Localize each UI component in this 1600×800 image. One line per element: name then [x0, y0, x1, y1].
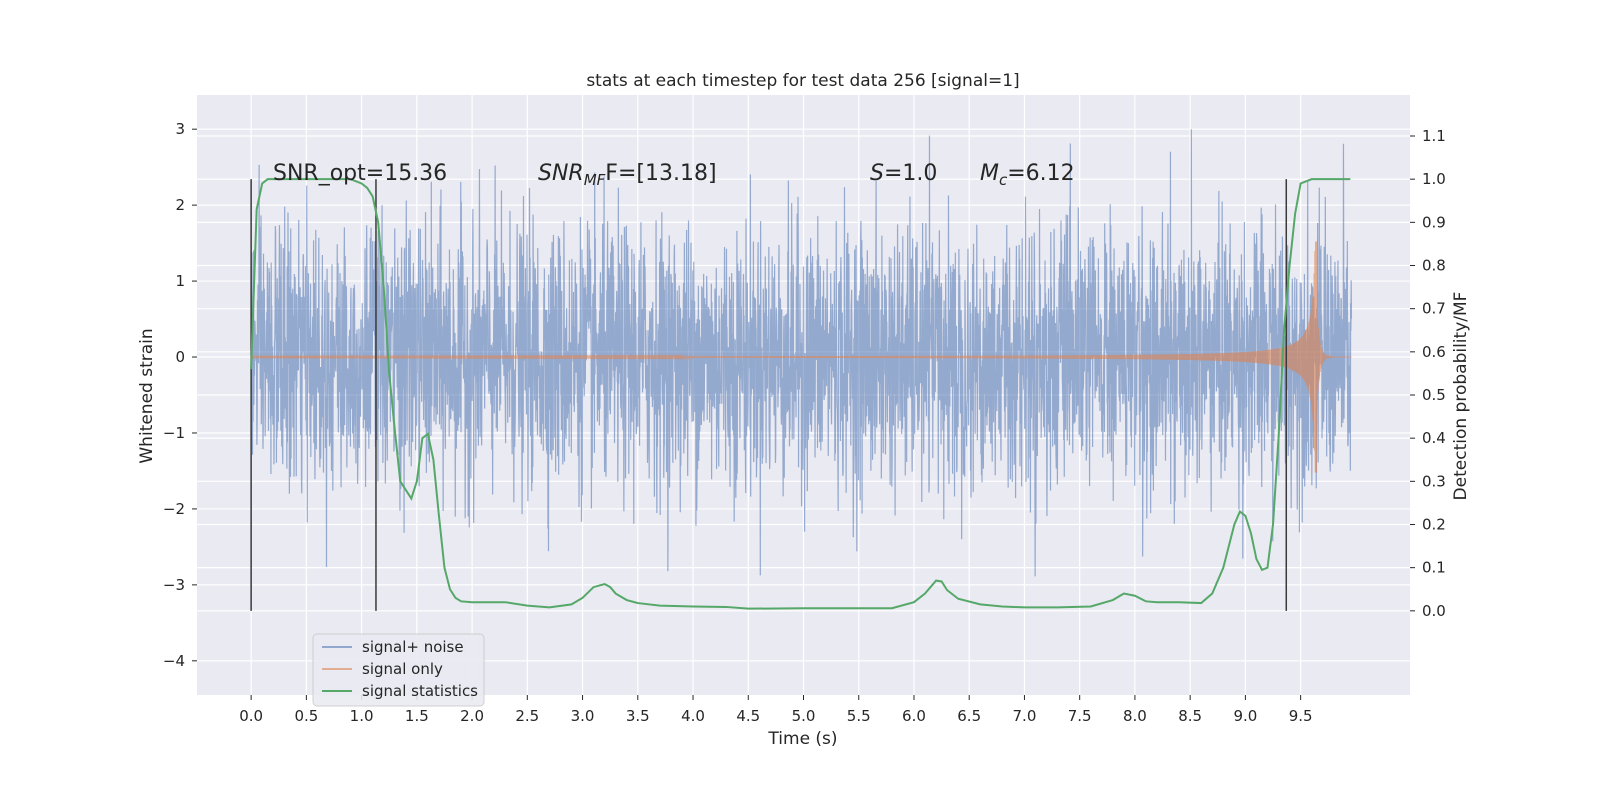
y2-tick-label: 1.0	[1422, 170, 1446, 188]
x-tick-label: 1.0	[350, 707, 374, 725]
y2-axis-label: Detection probability/MF	[1451, 292, 1471, 501]
y2-tick-label: 0.6	[1422, 343, 1446, 361]
x-tick-label: 9.5	[1289, 707, 1313, 725]
y-tick-label: −1	[163, 424, 185, 442]
x-tick-label: 5.5	[847, 707, 871, 725]
snr-mf-suffix: F=[13.18]	[605, 161, 716, 186]
noise-line	[250, 129, 1353, 577]
series-signal-only	[250, 241, 1352, 473]
y2-tick-label: 0.4	[1422, 429, 1446, 447]
legend-label-signal-only: signal only	[362, 660, 443, 678]
x-tick-label: 7.0	[1013, 707, 1037, 725]
legend-label-signal-statistics: signal statistics	[362, 682, 478, 700]
annotation-s: S=1.0	[870, 161, 937, 186]
y2-tick-label: 0.3	[1422, 472, 1446, 490]
s-label: S	[870, 161, 884, 186]
x-tick-label: 2.0	[460, 707, 484, 725]
y2-tick-label: 0.1	[1422, 559, 1446, 577]
mc-value: =6.12	[1007, 161, 1074, 186]
vertical-markers	[250, 179, 1288, 611]
y2-tick-label: 0.8	[1422, 257, 1446, 275]
legend-label-signal-noise: signal+ noise	[362, 638, 464, 656]
x-axis-ticks: 0.0 0.5 1.0 1.5 2.0 2.5 3.0 3.5 4.0 4.5 5.0 5.5 6.0 6…	[239, 695, 1313, 725]
annotation-snr-opt: SNR_opt=15.36	[273, 161, 447, 186]
x-tick-label: 4.5	[736, 707, 760, 725]
x-axis-label: Time (s)	[767, 729, 837, 749]
x-tick-label: 6.5	[957, 707, 981, 725]
series-signal-statistics	[250, 178, 1351, 610]
x-tick-label: 1.5	[405, 707, 429, 725]
y-tick-label: −3	[163, 576, 185, 594]
x-tick-label: 4.0	[681, 707, 705, 725]
mc-subscript: c	[999, 171, 1008, 189]
x-tick-label: 5.0	[792, 707, 816, 725]
legend-box	[312, 633, 485, 707]
y2-axis-ticks: 1.1 1.0 0.9 0.8 0.7 0.6 0.5 0.4 0.3 0.2 0.1 0.0	[1410, 127, 1446, 620]
legend: signal+ noise signal only signal statist…	[312, 633, 485, 707]
snr-mf-subscript: MF	[584, 171, 606, 189]
y-tick-label: 2	[175, 196, 185, 214]
y2-tick-label: 0.7	[1422, 300, 1446, 318]
x-tick-label: 9.0	[1233, 707, 1257, 725]
signal-only-line	[250, 241, 1352, 473]
y-tick-label: 0	[175, 348, 185, 366]
s-value: =1.0	[884, 161, 937, 186]
y-tick-label: −2	[163, 500, 185, 518]
x-tick-label: 3.0	[571, 707, 595, 725]
x-tick-label: 2.5	[515, 707, 539, 725]
x-tick-label: 0.5	[294, 707, 318, 725]
annotation-mc: Mc=6.12	[980, 161, 1075, 189]
snr-mf-prefix: SNR	[538, 161, 584, 186]
statistics-line	[250, 178, 1351, 610]
x-tick-label: 0.0	[239, 707, 263, 725]
y-axis-ticks: 3 2 1 0 −1 −2 −3 −4	[163, 120, 197, 670]
y2-tick-label: 0.0	[1422, 602, 1446, 620]
y2-tick-label: 0.5	[1422, 386, 1446, 404]
series-signal-noise	[250, 129, 1353, 577]
y-tick-label: 3	[175, 120, 185, 138]
y-axis-label: Whitened strain	[137, 328, 157, 463]
chart-title: stats at each timestep for test data 256…	[586, 71, 1019, 91]
x-tick-label: 8.0	[1123, 707, 1147, 725]
annotation-snr-mf: SNRMFF=[13.18]	[538, 161, 717, 189]
y2-tick-label: 0.2	[1422, 515, 1446, 533]
y-tick-label: −4	[163, 652, 185, 670]
x-tick-label: 6.0	[902, 707, 926, 725]
x-tick-label: 7.5	[1068, 707, 1092, 725]
y-tick-label: 1	[175, 272, 185, 290]
mc-prefix: M	[980, 161, 999, 186]
y2-tick-label: 0.9	[1422, 213, 1446, 231]
x-tick-label: 3.5	[626, 707, 650, 725]
x-tick-label: 8.5	[1178, 707, 1202, 725]
y2-tick-label: 1.1	[1422, 127, 1446, 145]
